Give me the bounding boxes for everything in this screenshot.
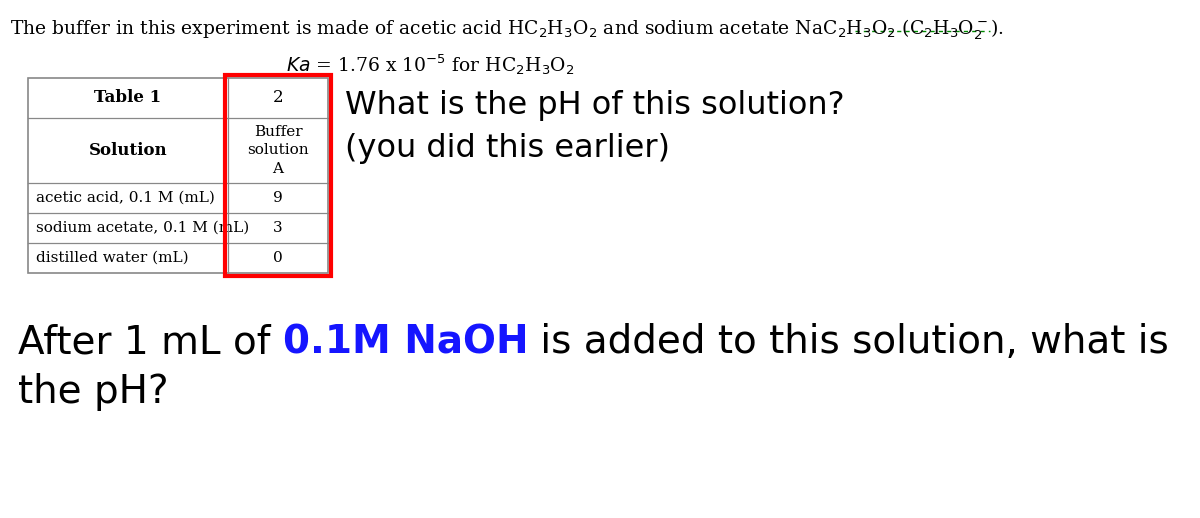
Text: 3: 3 — [274, 221, 283, 235]
Bar — [28, 78, 328, 273]
Text: 2: 2 — [272, 90, 283, 107]
Text: What is the pH of this solution?: What is the pH of this solution? — [346, 90, 845, 121]
Text: sodium acetate, 0.1 M (mL): sodium acetate, 0.1 M (mL) — [36, 221, 250, 235]
Text: $\it{Ka}$ = 1.76 x 10$^{-5}$ for HC$_2$H$_3$O$_2$: $\it{Ka}$ = 1.76 x 10$^{-5}$ for HC$_2$H… — [286, 52, 575, 77]
Text: (you did this earlier): (you did this earlier) — [346, 133, 670, 164]
Text: acetic acid, 0.1 M (mL): acetic acid, 0.1 M (mL) — [36, 191, 215, 205]
Text: is added to this solution, what is: is added to this solution, what is — [528, 323, 1169, 361]
Bar — [226, 75, 331, 276]
Text: Solution: Solution — [89, 142, 167, 159]
Text: The buffer in this experiment is made of acetic acid HC$_2$H$_3$O$_2$ and sodium: The buffer in this experiment is made of… — [10, 18, 1003, 42]
Text: Buffer
solution
A: Buffer solution A — [247, 125, 308, 176]
Text: distilled water (mL): distilled water (mL) — [36, 251, 188, 265]
Text: 9: 9 — [274, 191, 283, 205]
Text: Table 1: Table 1 — [95, 90, 162, 107]
Text: 0: 0 — [274, 251, 283, 265]
Text: 0.1M NaOH: 0.1M NaOH — [283, 323, 528, 361]
Text: the pH?: the pH? — [18, 373, 169, 411]
Text: After 1 mL of: After 1 mL of — [18, 323, 283, 361]
